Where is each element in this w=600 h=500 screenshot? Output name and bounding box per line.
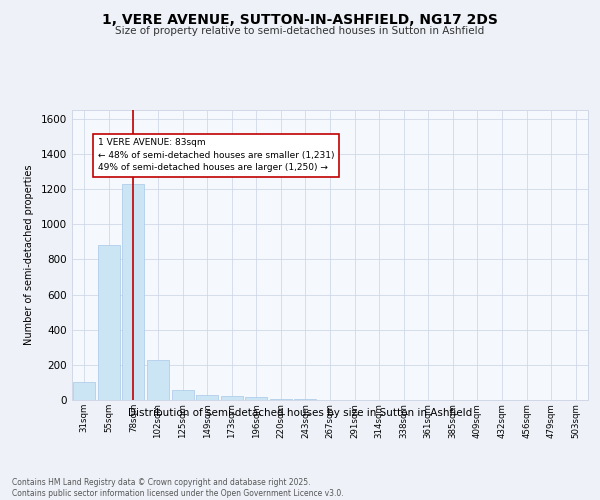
Bar (147, 360, 169, 400)
Bar (221, 396, 243, 400)
Bar (98, 246, 120, 400)
Text: Distribution of semi-detached houses by size in Sutton in Ashfield: Distribution of semi-detached houses by … (128, 408, 472, 418)
Bar (196, 394, 218, 400)
Bar (172, 390, 194, 400)
Y-axis label: Number of semi-detached properties: Number of semi-detached properties (24, 165, 34, 345)
Text: Size of property relative to semi-detached houses in Sutton in Ashfield: Size of property relative to semi-detach… (115, 26, 485, 36)
Bar (270, 398, 292, 400)
Text: 1 VERE AVENUE: 83sqm
← 48% of semi-detached houses are smaller (1,231)
49% of se: 1 VERE AVENUE: 83sqm ← 48% of semi-detac… (98, 138, 334, 172)
Text: Contains HM Land Registry data © Crown copyright and database right 2025.
Contai: Contains HM Land Registry data © Crown c… (12, 478, 344, 498)
Bar (73, 382, 95, 400)
Bar (122, 184, 145, 400)
Bar (245, 398, 268, 400)
Text: 1, VERE AVENUE, SUTTON-IN-ASHFIELD, NG17 2DS: 1, VERE AVENUE, SUTTON-IN-ASHFIELD, NG17… (102, 12, 498, 26)
